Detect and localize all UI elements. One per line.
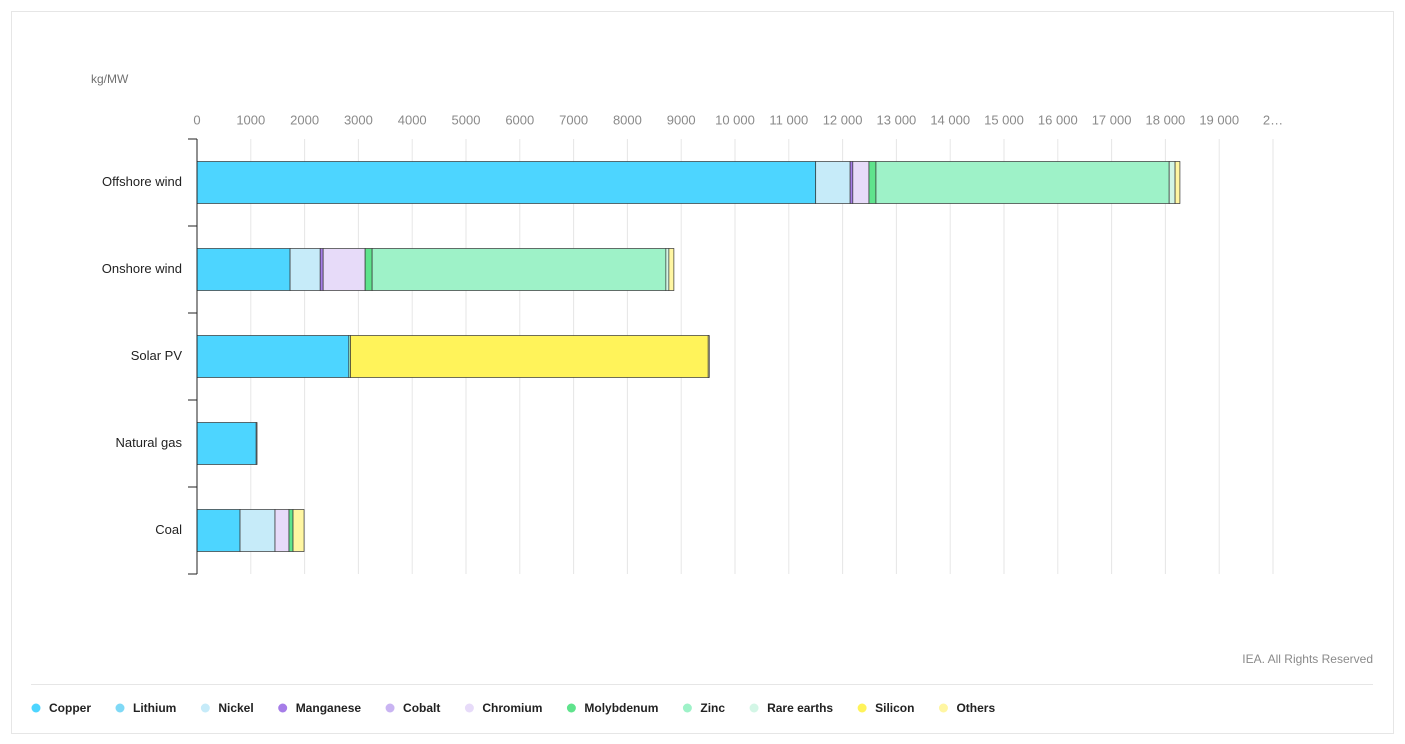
legend-swatch xyxy=(857,703,867,713)
y-tick-label: Onshore wind xyxy=(102,261,182,276)
x-tick-label: 16 000 xyxy=(1038,112,1078,127)
credit: IEA. All Rights Reserved xyxy=(1242,652,1373,666)
bar-segment xyxy=(371,248,667,291)
x-tick-label: 1000 xyxy=(236,112,265,127)
legend-label: Chromium xyxy=(482,701,542,715)
legend-label: Silicon xyxy=(875,701,914,715)
x-tick-label: 9000 xyxy=(667,112,696,127)
x-tick-label: 0 xyxy=(193,112,200,127)
bar-segment xyxy=(665,248,670,291)
bar-segment xyxy=(289,248,321,291)
legend-swatch xyxy=(200,703,210,713)
x-tick-label: 3000 xyxy=(344,112,373,127)
bar-segment xyxy=(255,422,258,465)
legend-swatch xyxy=(115,703,125,713)
legend-swatch xyxy=(938,703,948,713)
bar-segment xyxy=(274,509,290,552)
bar-segment xyxy=(196,335,350,378)
bar-segment xyxy=(364,248,373,291)
x-tick-label: 5000 xyxy=(452,112,481,127)
bar-segment xyxy=(868,161,877,204)
legend-label: Others xyxy=(956,701,995,715)
legend-swatch xyxy=(278,703,288,713)
legend-swatch xyxy=(749,703,759,713)
x-tick-label: 6000 xyxy=(505,112,534,127)
bar-segment xyxy=(292,509,305,552)
legend-swatch xyxy=(464,703,474,713)
bar-segment xyxy=(322,248,366,291)
bar-segment xyxy=(852,161,870,204)
bar-segment xyxy=(849,161,854,204)
bar-segment xyxy=(668,248,675,291)
x-tick-label: 14 000 xyxy=(930,112,970,127)
legend-label: Zinc xyxy=(700,701,725,715)
bar-segment xyxy=(350,335,709,378)
legend-label: Molybdenum xyxy=(584,701,658,715)
legend-label: Nickel xyxy=(218,701,253,715)
legend-label: Lithium xyxy=(133,701,176,715)
y-tick-label: Offshore wind xyxy=(102,174,182,189)
x-tick-label: 2… xyxy=(1263,112,1283,127)
legend-swatch xyxy=(31,703,41,713)
bar-segment xyxy=(239,509,276,552)
legend-label: Manganese xyxy=(296,701,362,715)
bar-segment xyxy=(196,248,291,291)
x-tick-label: 8000 xyxy=(613,112,642,127)
bar-segment xyxy=(196,161,817,204)
bar-segment xyxy=(707,335,710,378)
x-tick-label: 15 000 xyxy=(984,112,1024,127)
y-tick-label: Coal xyxy=(155,522,182,537)
legend-label: Rare earths xyxy=(767,701,833,715)
legend-label: Cobalt xyxy=(403,701,440,715)
bar-segment xyxy=(319,248,324,291)
x-tick-label: 12 000 xyxy=(823,112,863,127)
bar-segment xyxy=(288,509,294,552)
bar-segment xyxy=(875,161,1170,204)
bar-segment xyxy=(196,509,241,552)
unit-label: kg/MW xyxy=(91,72,129,86)
legend-label: Copper xyxy=(49,701,91,715)
x-tick-label: 13 000 xyxy=(877,112,917,127)
x-tick-label: 2000 xyxy=(290,112,319,127)
x-tick-label: 17 000 xyxy=(1092,112,1132,127)
bar-segment xyxy=(196,422,257,465)
legend-swatch xyxy=(682,703,692,713)
legend-swatch xyxy=(566,703,576,713)
x-tick-label: 7000 xyxy=(559,112,588,127)
legend-swatch xyxy=(385,703,395,713)
y-tick-label: Solar PV xyxy=(131,348,183,363)
x-tick-label: 11 000 xyxy=(769,112,808,127)
x-tick-label: 19 000 xyxy=(1199,112,1239,127)
bar-segment xyxy=(815,161,851,204)
bar-segment xyxy=(1174,161,1181,204)
x-tick-label: 4000 xyxy=(398,112,427,127)
y-tick-label: Natural gas xyxy=(116,435,183,450)
bar-segment xyxy=(1168,161,1176,204)
x-tick-label: 10 000 xyxy=(715,112,755,127)
x-tick-label: 18 000 xyxy=(1146,112,1186,127)
